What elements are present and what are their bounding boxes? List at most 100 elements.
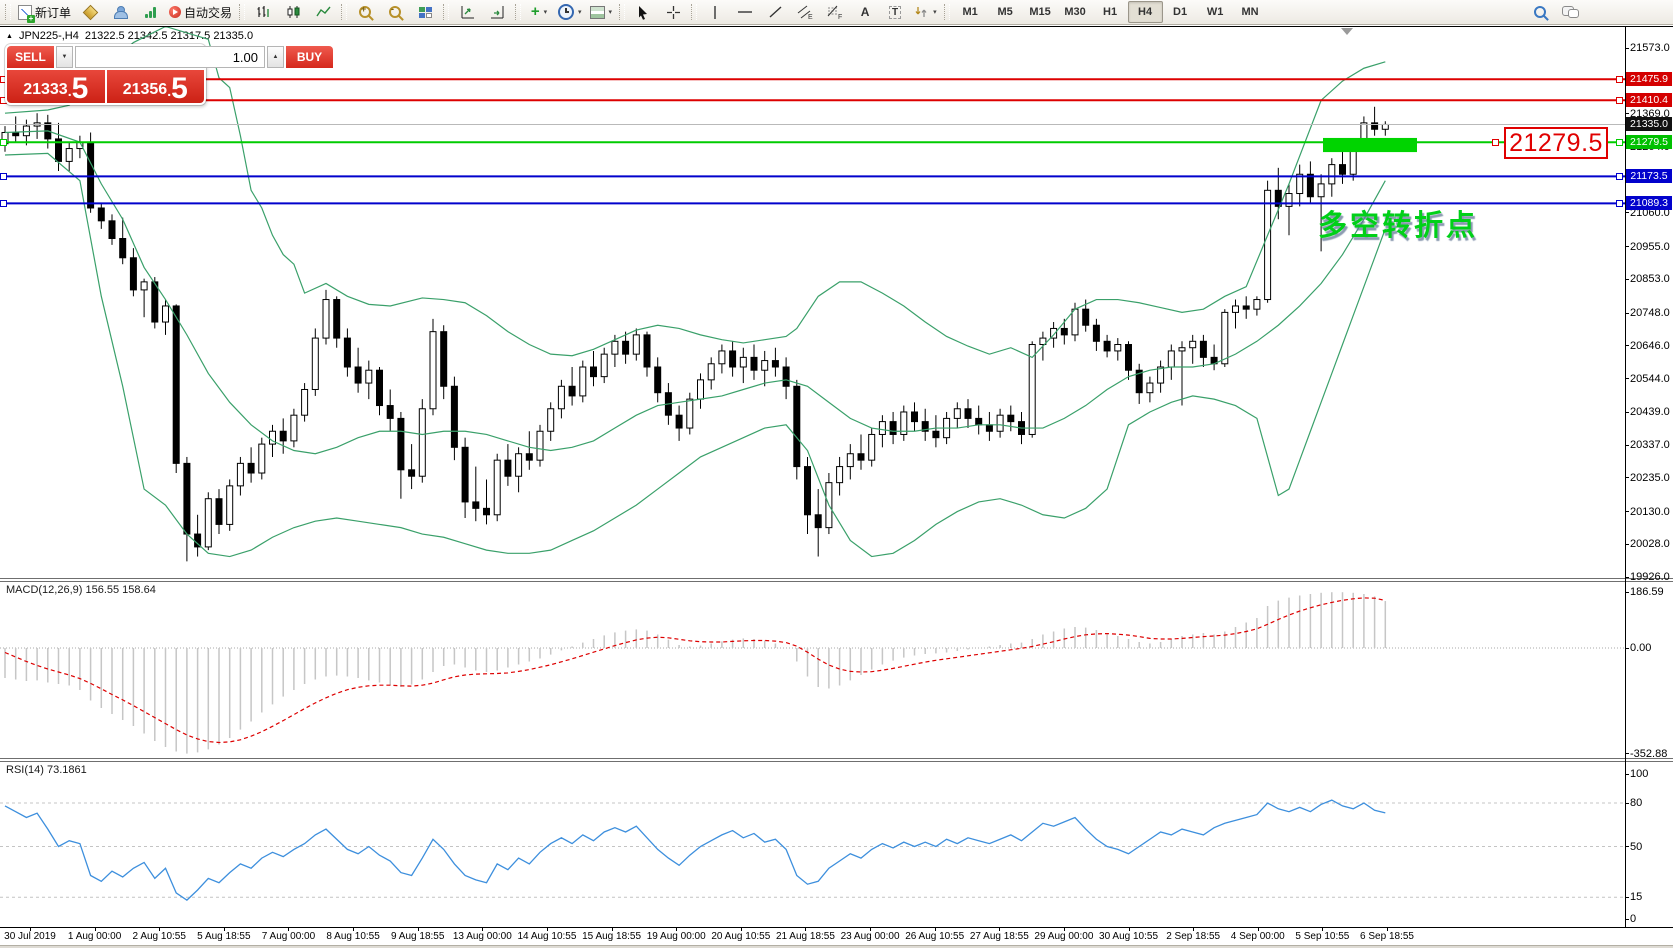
buy-button[interactable]: BUY	[286, 46, 333, 68]
sell-price-display[interactable]: 21333 . 5	[7, 70, 105, 103]
price-axis-line[interactable]	[1625, 27, 1626, 927]
vertical-line-tool-button[interactable]	[700, 1, 730, 23]
volume-input[interactable]	[75, 46, 265, 68]
toolbar-grip[interactable]	[619, 4, 626, 20]
price-tick	[1625, 444, 1629, 446]
arrows-tool-button[interactable]: ▾	[910, 1, 941, 23]
toolbar-grip[interactable]	[691, 4, 698, 20]
channel-tool-button[interactable]: E	[790, 1, 820, 23]
label-anchor-handle[interactable]	[1492, 138, 1499, 146]
turning-point-annotation[interactable]: 多空转折点	[1318, 210, 1479, 242]
rsi-tick	[1625, 773, 1629, 775]
time-axis[interactable]	[0, 928, 1673, 945]
text-label-tool-button[interactable]: T	[880, 1, 910, 23]
timeframe-h4[interactable]: H4	[1127, 1, 1163, 23]
price-tick	[1625, 312, 1629, 314]
zoom-in-button[interactable]: +	[350, 1, 380, 23]
periods-button[interactable]: ▾	[554, 1, 586, 23]
fibonacci-tool-button[interactable]: F	[820, 1, 850, 23]
date-tick-label: 13 Aug 00:00	[452, 931, 512, 942]
toolbar-grip[interactable]	[239, 4, 246, 20]
cursor-tool-button[interactable]	[628, 1, 658, 23]
timeframe-d1[interactable]: D1	[1173, 6, 1188, 18]
line-handle-right[interactable]	[1616, 172, 1623, 180]
toolbar-grip[interactable]	[443, 4, 450, 20]
date-tick	[482, 927, 484, 931]
price-tick-label: 21573.0	[1630, 42, 1670, 54]
tile-windows-button[interactable]	[410, 1, 440, 23]
line-handle-right[interactable]	[1616, 96, 1623, 104]
zoom-in-icon: +	[359, 5, 372, 18]
arrange-left-icon	[461, 6, 474, 19]
highlight-rectangle[interactable]	[1323, 137, 1417, 153]
timeframe-m1[interactable]: M1	[962, 6, 978, 18]
bollinger-upper	[4, 27, 1386, 359]
volume-increase-button[interactable]: ▲	[267, 46, 284, 68]
macd-signal-line	[4, 597, 1386, 744]
price-tick-label: 20439.0	[1630, 406, 1670, 419]
collapse-panel-icon[interactable]: ▲	[6, 32, 13, 40]
price-tick	[1625, 212, 1629, 214]
line-handle-left[interactable]	[0, 199, 7, 207]
pane-divider-macd[interactable]	[0, 578, 1673, 582]
timeframe-w1[interactable]: W1	[1206, 6, 1224, 18]
price-callout-label[interactable]: 21279.5	[1504, 127, 1608, 159]
mql-editor-button[interactable]	[75, 1, 105, 23]
candles-layer	[1, 106, 1389, 562]
date-tick-label: 5 Sep 10:55	[1295, 931, 1350, 942]
add-indicator-button[interactable]: + ▾	[524, 1, 554, 23]
chart-shift-marker[interactable]	[1341, 28, 1353, 35]
line-handle-left[interactable]	[0, 138, 7, 146]
horizontal-line-icon	[738, 11, 753, 13]
line-handle-right[interactable]	[1616, 199, 1623, 207]
text-tool-button[interactable]: A	[850, 1, 880, 23]
timeframe-mn[interactable]: MN	[1241, 6, 1259, 18]
timeframe-m30[interactable]: M30	[1064, 6, 1086, 18]
zoom-out-icon: -	[389, 5, 402, 18]
toolbar-grip[interactable]	[341, 4, 348, 20]
auto-arrange-button[interactable]	[452, 1, 482, 23]
svg-text:E: E	[808, 14, 813, 20]
rsi-tick-label: 0	[1630, 913, 1637, 925]
line-handle-right[interactable]	[1616, 75, 1623, 83]
templates-button[interactable]: ▾	[586, 1, 617, 23]
timeframe-m5[interactable]: M5	[997, 6, 1013, 18]
community-icon	[114, 5, 129, 19]
line-handle-right[interactable]	[1616, 138, 1623, 146]
bollinger-middle	[4, 130, 1386, 455]
toolbar-grip[interactable]	[515, 4, 522, 20]
ohlc-quote-label: 21322.5 21342.5 21317.5 21335.0	[84, 30, 254, 42]
community-button[interactable]	[105, 1, 135, 23]
line-handle-left[interactable]	[0, 172, 7, 180]
svg-text:F: F	[838, 14, 842, 20]
bar-chart-mode-button[interactable]	[248, 1, 278, 23]
toolbar-grip[interactable]	[5, 4, 11, 20]
search-button[interactable]	[1525, 1, 1555, 23]
price-tick	[1625, 543, 1629, 545]
pane-divider-rsi[interactable]	[0, 758, 1673, 762]
main-chart-canvas[interactable]	[0, 27, 1673, 927]
chat-button[interactable]	[1555, 1, 1585, 23]
new-order-button[interactable]: + 新订单	[14, 1, 75, 23]
price-tick	[1625, 378, 1629, 380]
timeframe-m15[interactable]: M15	[1029, 6, 1051, 18]
timeframe-h1[interactable]: H1	[1103, 6, 1118, 18]
toolbar-grip[interactable]	[943, 4, 950, 20]
zoom-out-button[interactable]: -	[380, 1, 410, 23]
sell-button[interactable]: SELL	[7, 46, 54, 68]
volume-decrease-button[interactable]: ▼	[56, 46, 73, 68]
autotrading-button[interactable]: 自动交易	[165, 1, 236, 23]
crosshair-tool-button[interactable]	[658, 1, 688, 23]
chevron-down-icon: ▾	[578, 9, 582, 16]
chart-shift-button[interactable]	[482, 1, 512, 23]
line-chart-mode-button[interactable]	[308, 1, 338, 23]
price-tick	[1625, 345, 1629, 347]
date-tick	[159, 927, 161, 931]
buy-price-display[interactable]: 21356 . 5	[106, 70, 204, 103]
signals-button[interactable]	[135, 1, 165, 23]
trendline-tool-button[interactable]	[760, 1, 790, 23]
candlestick-mode-button[interactable]	[278, 1, 308, 23]
bollinger-lower	[4, 152, 1386, 558]
horizontal-line-tool-button[interactable]	[730, 1, 760, 23]
